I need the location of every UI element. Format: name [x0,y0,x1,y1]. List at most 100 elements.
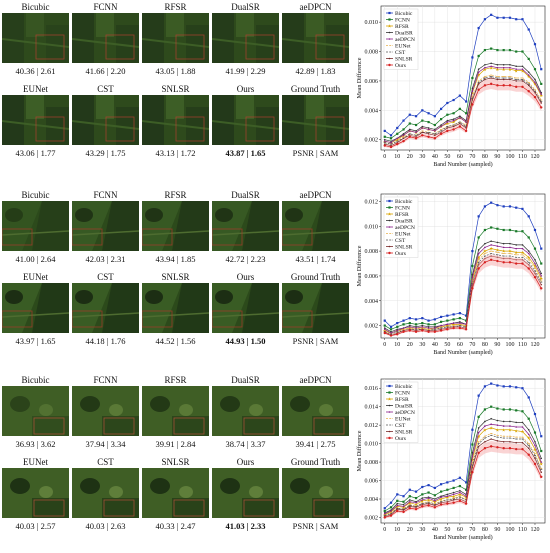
data-point-snlsr [515,80,518,82]
method-thumbnail [72,386,139,436]
legend-marker [388,430,391,433]
data-point-fcnn [458,484,461,488]
data-point-snlsr [502,78,505,81]
data-point-bicubic [396,126,399,130]
data-point-aedpcn [402,505,405,508]
comparison-group: Bicubic 36.93 | 3.62 FCNN 37.94 | 3.34 RFSR 3… [0,373,550,553]
data-point-bicubic [483,385,487,388]
legend-label: DualSR [395,219,413,225]
data-point-aedpcn [415,131,417,134]
method-thumbnail [72,95,139,145]
data-point-aedpcn [515,426,518,428]
data-point-ours [502,261,505,264]
data-point-bicubic [515,206,518,209]
data-point-aedpcn [521,68,524,70]
data-point-fcnn [483,408,487,411]
data-point-snlsr [484,257,486,260]
legend-label: aeDPCN [395,225,415,231]
method-thumbnail [282,283,349,333]
data-point-bicubic [414,115,418,118]
data-point-dualsr [408,324,411,327]
psnr-sam-score: 40.33 | 2.47 [155,521,196,531]
method-label: RFSR [164,190,187,200]
psnr-sam-score: PSNR | SAM [292,148,339,158]
data-point-snlsr [502,440,505,443]
data-point-bicubic [414,318,418,321]
series-line-snlsr [384,77,542,146]
data-point-dualsr [521,244,524,246]
data-point-snlsr [534,91,536,94]
data-point-rfsr: ★ [508,249,513,254]
data-point-ours [427,330,430,333]
x-tick-label: 100 [505,154,514,160]
data-point-rfsr: ★ [527,74,532,79]
data-point-rfsr: ★ [483,67,488,72]
data-point-ours [508,84,512,87]
data-point-fcnn [477,54,480,58]
data-point-aedpcn [434,327,436,329]
data-point-aedpcn [434,500,436,502]
data-point-aedpcn [490,65,492,68]
data-point-snlsr [540,283,543,286]
data-point-ours [439,329,443,332]
data-point-fcnn [389,328,393,331]
data-point-bicubic [383,319,386,322]
data-point-ours [389,334,393,337]
data-point-bicubic [533,228,537,232]
legend-label: EUNet [395,417,411,423]
data-point-rfsr: ★ [520,429,525,434]
legend-label: Ours [395,251,406,257]
data-point-dualsr [490,240,492,242]
y-tick-label: 0.002 [365,324,379,330]
data-point-snlsr [421,131,424,134]
data-point-bicubic [483,18,487,21]
data-point-dualsr [427,127,430,129]
method-thumbnail [212,201,279,251]
data-point-ours [433,137,437,140]
x-tick-label: 80 [482,527,488,533]
legend-marker [388,38,391,40]
data-point-aedpcn [477,71,480,73]
legend-label: aeDPCN [395,410,415,416]
data-point-bicubic [421,109,424,112]
data-point-ours [427,504,430,507]
data-point-fcnn [439,320,443,323]
data-point-dualsr [452,118,455,120]
y-tick-label: 0.008 [365,50,379,56]
data-point-dualsr [509,63,511,66]
data-point-rfsr: ★ [477,73,482,78]
data-point-dualsr [459,321,461,323]
data-point-bicubic [383,129,386,132]
data-point-bicubic [515,386,518,389]
series-line-dualsr [384,62,542,142]
data-point-ours [533,462,537,466]
data-point-fcnn [540,82,543,85]
method-label: DualSR [231,190,260,200]
data-point-ours [483,84,487,87]
x-tick-label: 0 [383,154,386,160]
data-point-dualsr [496,419,499,422]
data-point-fcnn [527,236,530,239]
data-point-fcnn [439,118,443,121]
data-point-aedpcn [421,499,424,501]
data-point-dualsr [496,241,499,244]
method-thumbnail [2,13,69,63]
data-point-bicubic [465,481,468,484]
data-point-bicubic [490,13,493,16]
data-point-bicubic [477,26,480,30]
data-point-bicubic [458,94,461,97]
data-point-dualsr [540,272,543,275]
data-point-rfsr: ★ [383,512,388,517]
data-point-rfsr: ★ [483,249,488,254]
x-axis-label: Band Number (sampled) [433,534,492,541]
legend-label: SNLSR [395,57,413,63]
x-tick-label: 0 [383,527,386,533]
data-point-fcnn [408,322,411,325]
data-point-dualsr [534,258,536,261]
legend-label: FCNN [395,206,410,212]
data-point-aedpcn [490,423,492,426]
legend-marker: ★ [387,24,392,29]
data-point-ours [471,103,474,106]
data-point-dualsr [440,124,442,126]
data-point-bicubic [452,479,455,482]
